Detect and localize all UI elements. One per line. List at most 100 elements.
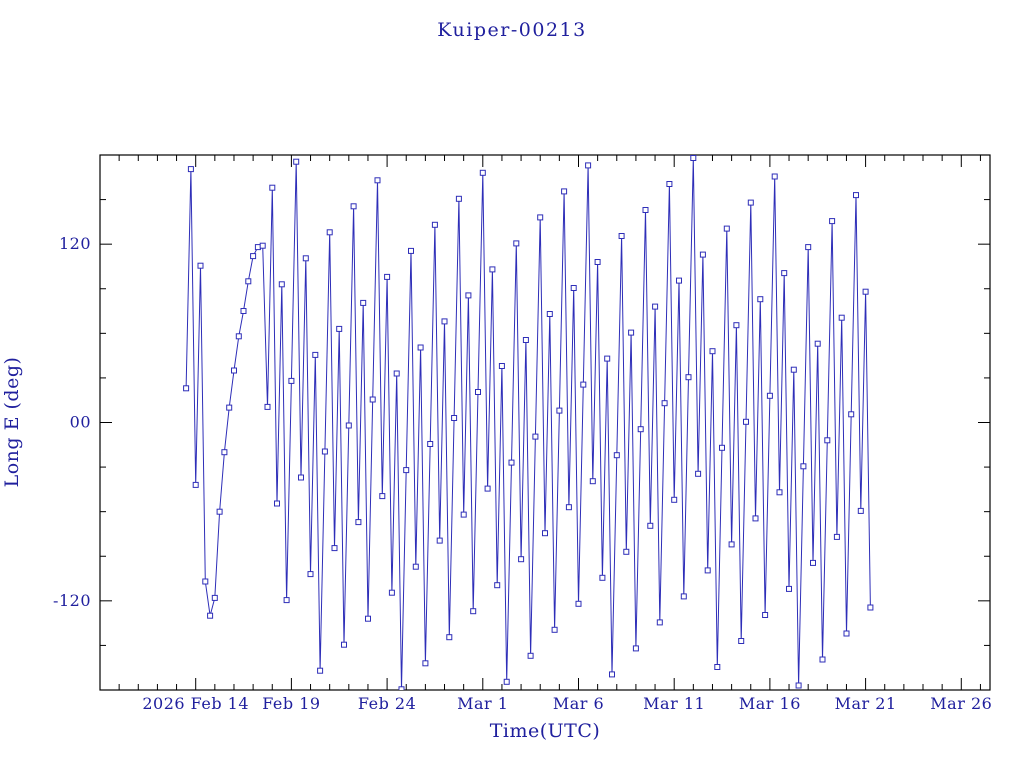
data-point-marker: [594, 259, 601, 265]
data-point-marker: [551, 626, 558, 633]
data-point-marker: [317, 667, 324, 674]
data-point-marker: [743, 418, 749, 425]
data-point-marker: [556, 407, 563, 414]
data-point-marker: [661, 400, 668, 407]
data-point-marker: [728, 541, 735, 548]
x-tick-label: Mar 6: [553, 694, 604, 713]
data-point-marker: [843, 630, 850, 637]
data-point-marker: [398, 686, 405, 690]
data-point-marker: [360, 299, 367, 306]
data-point-marker: [518, 556, 525, 563]
data-point-marker: [278, 281, 285, 288]
data-point-marker: [374, 177, 381, 184]
data-point-marker: [326, 229, 333, 236]
data-point-marker: [853, 192, 859, 199]
data-point-marker: [757, 296, 764, 303]
data-point-marker: [503, 678, 510, 685]
data-point-marker: [207, 612, 214, 619]
data-point-marker: [848, 411, 855, 418]
data-point-marker: [470, 608, 477, 615]
data-point-marker: [786, 585, 792, 592]
data-point-marker: [393, 370, 400, 377]
data-point-marker: [585, 162, 592, 169]
data-point-marker: [781, 270, 788, 277]
data-point-marker: [379, 493, 386, 500]
data-point-marker: [537, 214, 544, 221]
data-point-marker: [618, 233, 625, 239]
data-point-marker: [293, 158, 300, 165]
data-point-marker: [446, 634, 453, 641]
data-point-marker: [714, 664, 721, 670]
data-point-marker: [647, 522, 654, 529]
data-point-marker: [345, 422, 352, 429]
x-tick-label: 2026 Feb 14: [142, 694, 249, 713]
data-point-marker: [240, 308, 247, 314]
x-axis-label: Time(UTC): [490, 720, 601, 742]
data-point-marker: [455, 195, 462, 202]
y-tick-label: 120: [59, 234, 91, 253]
data-point-marker: [814, 340, 821, 347]
data-point-marker: [838, 314, 845, 321]
data-line: [185, 157, 871, 690]
data-point-marker: [475, 389, 481, 395]
data-point-marker: [589, 478, 596, 485]
data-point-marker: [522, 337, 529, 343]
data-point-marker: [336, 325, 343, 332]
data-point-marker: [341, 641, 347, 648]
data-point-marker: [805, 244, 812, 251]
data-point-marker: [250, 253, 257, 260]
data-point-marker: [766, 392, 773, 399]
data-point-marker: [862, 288, 869, 295]
data-point-marker: [833, 533, 840, 540]
data-point-marker: [747, 199, 754, 206]
data-point-marker: [613, 452, 620, 459]
data-point-marker: [451, 415, 458, 421]
data-point-marker: [288, 377, 295, 384]
data-point-marker: [350, 203, 357, 210]
data-point-marker: [412, 563, 419, 570]
data-point-marker: [460, 511, 467, 518]
data-point-marker: [527, 652, 534, 659]
data-point-marker: [695, 470, 702, 477]
data-point-marker: [738, 638, 745, 644]
data-point-marker: [254, 244, 261, 251]
data-point-marker: [259, 242, 266, 249]
data-point-marker: [771, 173, 778, 180]
x-tick-label: Mar 1: [457, 694, 508, 713]
data-point-marker: [680, 593, 687, 600]
x-tick-label: Mar 11: [643, 694, 705, 713]
x-tick-label: Mar 21: [835, 694, 897, 713]
x-tick-label: Feb 19: [262, 694, 320, 713]
data-point-marker: [580, 381, 587, 388]
data-point-marker: [498, 363, 505, 369]
data-point-marker: [829, 218, 836, 225]
data-point-marker: [599, 574, 606, 581]
data-point-marker: [762, 612, 769, 618]
data-point-marker: [733, 322, 740, 329]
data-point-marker: [690, 155, 697, 161]
y-tick-label: -120: [53, 591, 91, 610]
data-point-marker: [369, 396, 376, 403]
data-point-marker: [235, 333, 242, 340]
data-point-marker: [331, 545, 338, 552]
data-point-marker: [824, 437, 831, 444]
data-point-marker: [685, 374, 692, 381]
data-point-marker: [790, 366, 797, 373]
data-point-marker: [226, 404, 233, 411]
data-point-marker: [637, 426, 644, 433]
x-tick-label: Mar 16: [739, 694, 801, 713]
data-point-marker: [384, 273, 391, 280]
data-point-marker: [867, 604, 874, 611]
data-point-marker: [417, 344, 424, 351]
data-point-marker: [652, 303, 659, 310]
data-point-marker: [312, 351, 319, 358]
data-point-marker: [570, 285, 577, 291]
data-point-marker: [269, 184, 276, 191]
data-point-marker: [465, 292, 472, 299]
data-point-marker: [699, 251, 706, 258]
data-point-marker: [575, 600, 582, 607]
data-point-marker: [623, 548, 630, 555]
data-point-marker: [632, 645, 639, 652]
